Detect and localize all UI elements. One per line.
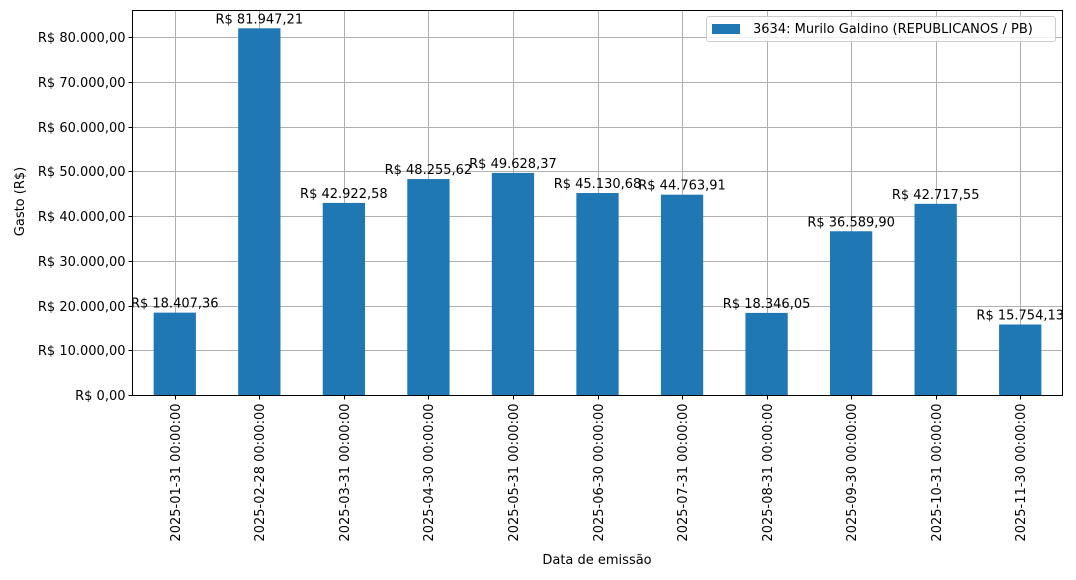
x-tick-label: 2025-04-30 00:00:00	[422, 404, 437, 542]
bar-value-label: R$ 48.255,62	[385, 163, 473, 178]
x-axis-ticks: 2025-01-31 00:00:00 2025-02-28 00:00:00 20…	[169, 395, 1029, 542]
y-tick-label: R$ 60.000,00	[38, 121, 126, 136]
bar	[407, 179, 450, 395]
bar-value-label: R$ 42.717,55	[892, 188, 980, 203]
x-tick-label: 2025-09-30 00:00:00	[845, 404, 860, 542]
y-tick-label: R$ 70.000,00	[38, 76, 126, 91]
bar	[153, 312, 196, 395]
bar-value-label: R$ 18.407,36	[131, 297, 219, 312]
x-tick-label: 2025-10-31 00:00:00	[930, 404, 945, 542]
legend-swatch	[712, 24, 740, 34]
bar-value-label: R$ 49.628,37	[469, 157, 557, 172]
y-axis-label: Gasto (R$)	[13, 166, 29, 237]
legend: 3634: Murilo Galdino (REPUBLICANOS / PB)	[706, 16, 1056, 42]
x-tick-label: 2025-02-28 00:00:00	[253, 404, 268, 542]
x-tick-label: 2025-05-31 00:00:00	[507, 404, 522, 542]
y-tick-label: R$ 20.000,00	[38, 300, 126, 315]
x-tick-label: 2025-01-31 00:00:00	[169, 404, 184, 542]
bar-value-label: R$ 18.346,05	[723, 297, 811, 312]
bar	[830, 231, 873, 395]
x-tick-label: 2025-08-31 00:00:00	[761, 404, 776, 542]
bars	[153, 28, 1042, 396]
x-tick-label: 2025-06-30 00:00:00	[592, 404, 607, 542]
y-axis-ticks: R$ 0,00 R$ 10.000,00 R$ 20.000,00 R$ 30.000…	[38, 31, 133, 404]
bar-value-label: R$ 15.754,13	[976, 309, 1064, 324]
bar-value-label: R$ 45.130,68	[554, 177, 642, 192]
bar	[322, 202, 365, 395]
y-tick-label: R$ 0,00	[75, 389, 125, 404]
bar-value-labels: R$ 18.407,36 R$ 81.947,21 R$ 42.922,58 R$ 4…	[131, 12, 1064, 323]
bar	[238, 28, 281, 396]
bar-value-label: R$ 81.947,21	[216, 12, 304, 27]
x-tick-label: 2025-03-31 00:00:00	[338, 404, 353, 542]
y-tick-label: R$ 30.000,00	[38, 255, 126, 270]
bar-value-label: R$ 44.763,91	[638, 179, 726, 194]
x-axis-label: Data de emissão	[542, 553, 652, 568]
bar	[660, 194, 704, 395]
y-tick-label: R$ 10.000,00	[38, 344, 126, 359]
bar	[491, 172, 535, 395]
bar	[999, 324, 1042, 395]
bar	[745, 312, 788, 395]
plot-area-frame	[132, 10, 1063, 396]
legend-label: 3634: Murilo Galdino (REPUBLICANOS / PB)	[753, 21, 1033, 37]
bar-value-label: R$ 42.922,58	[300, 187, 388, 202]
x-tick-label: 2025-11-30 00:00:00	[1014, 404, 1029, 542]
bar-value-label: R$ 36.589,90	[807, 215, 895, 230]
y-tick-label: R$ 50.000,00	[38, 165, 126, 180]
y-tick-label: R$ 80.000,00	[38, 31, 126, 46]
y-tick-label: R$ 40.000,00	[38, 210, 126, 225]
bar	[914, 203, 957, 395]
bar	[576, 193, 619, 395]
x-tick-label: 2025-07-31 00:00:00	[676, 404, 691, 542]
